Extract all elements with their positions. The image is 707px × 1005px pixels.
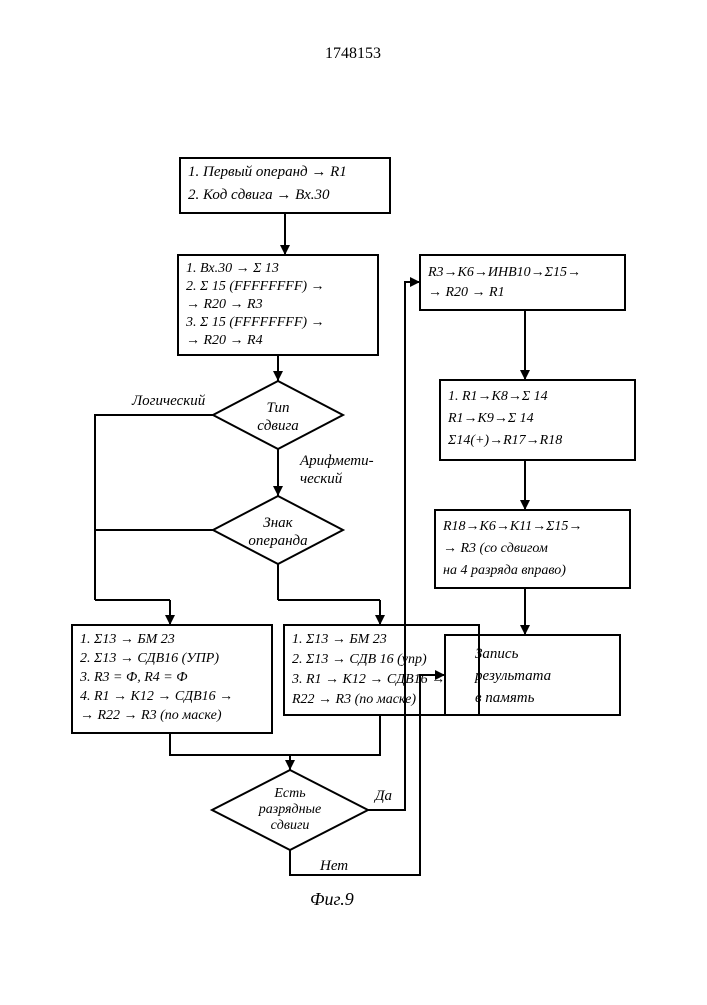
figure-caption: Фиг.9 [310,889,354,909]
n4-l2: 2. Σ13 → СДВ 16 (упр) [292,652,427,667]
arrow-n6-n7 [520,500,530,510]
d3-l3: сдвиги [271,818,310,833]
arrow-join-d3 [285,760,295,770]
label-arith2: ческий [300,471,343,487]
d3-l2: разрядные [258,802,322,817]
n6-l3: Σ14(+)→R17→R18 [447,433,562,448]
n7-l3: на 4 разряда вправо) [443,563,566,578]
doc-number: 1748153 [325,45,381,62]
n6-l2: R1→К9→Σ 14 [447,411,534,426]
n6-l1: 1. R1→К8→Σ 14 [448,389,548,404]
arrow-left-n3 [165,615,175,625]
n2-l4: 3. Σ 15 (FFFFFFFF) → [185,315,325,330]
n5-l2: → R20 → R1 [428,285,505,300]
d3-l1: Есть [273,786,305,801]
edge-d3-da [368,282,420,810]
arrow-n2-d1 [273,371,283,381]
arrow-d3-da [410,277,420,287]
label-logical: Логический [131,393,206,409]
arrow-d1-d2 [273,486,283,496]
n2-l1: 1. Вх.30 → Σ 13 [186,261,279,276]
n3-l3: 3. R3 = Ф, R4 = Ф [79,670,188,685]
label-da: Да [373,788,392,804]
arrow-d2-n4 [375,615,385,625]
n2-l5: → R20 → R4 [186,333,263,348]
node-5-box [420,255,625,310]
arrow-n7-n8 [520,625,530,635]
edge-d1-left [95,415,213,600]
d2-l2: операнда [248,533,307,549]
n5-l1: R3→К6→ИНВ10→Σ15→ [427,265,581,280]
edge-n4-down [290,715,380,755]
n8-l2: результата [474,668,551,684]
n3-l1: 1. Σ13 → БМ 23 [80,632,175,647]
n7-l2: → R3 (со сдвигом [443,541,548,556]
n3-l5: → R22 → R3 (по маске) [80,708,222,723]
n8-l1: Запись [475,646,519,662]
n1-l1: 1. Первый операнд → R1 [188,164,347,180]
n2-l3: → R20 → R3 [186,297,263,312]
n4-l4: R22 → R3 (по маске) [291,692,416,707]
label-net: Нет [319,858,348,874]
d1-l1: Тип [267,400,290,416]
flowchart-svg: 1748153 1. Первый операнд → R1 2. Код сд… [0,0,707,1000]
d1-l2: сдвига [257,418,299,434]
n7-l1: R18→К6→К11→Σ15→ [442,519,582,534]
n1-l2: 2. Код сдвига → Вх.30 [188,187,330,203]
label-arith1: Арифмети- [299,453,374,469]
arrow-n5-n6 [520,370,530,380]
d2-l1: Знак [263,515,293,531]
n3-l4: 4. R1 → К12 → СДВ16 → [80,689,233,704]
n3-l2: 2. Σ13 → СДВ16 (УПР) [80,651,219,666]
n4-l1: 1. Σ13 → БМ 23 [292,632,387,647]
edge-n3-down [170,733,290,755]
n8-l3: в память [475,690,535,706]
n2-l2: 2. Σ 15 (FFFFFFFF) → [186,279,325,294]
arrow-n1-n2 [280,245,290,255]
